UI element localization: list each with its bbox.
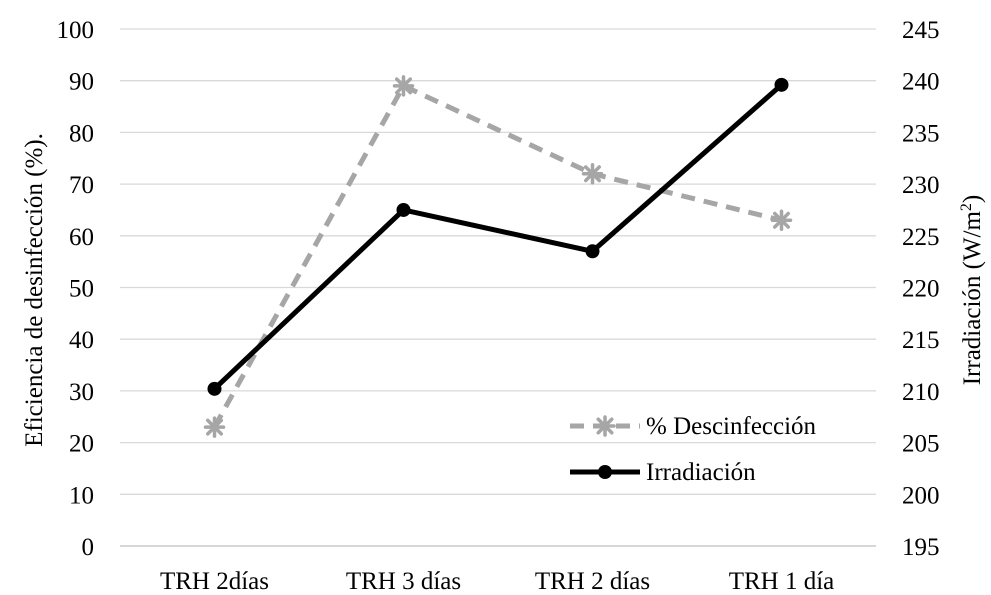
right-y-axis-ticks: 195 200 205 210 215 220 225 230 235 240 245 bbox=[902, 17, 940, 561]
right-tick-label: 245 bbox=[902, 17, 940, 44]
left-tick-label: 10 bbox=[69, 482, 94, 509]
series-line bbox=[212, 83, 783, 429]
x-tick-label: TRH 3 días bbox=[346, 568, 461, 595]
left-tick-label: 40 bbox=[69, 327, 94, 354]
legend-circle-marker bbox=[598, 465, 612, 479]
series-0 bbox=[203, 75, 793, 438]
x-tick-label: TRH 1 día bbox=[729, 568, 835, 595]
gridlines bbox=[120, 28, 876, 547]
right-tick-label: 200 bbox=[902, 482, 940, 509]
legend-item-irradiacion: Irradiación bbox=[570, 459, 756, 486]
left-y-axis-ticks: 0 10 20 30 40 50 60 70 80 90 100 bbox=[57, 17, 95, 561]
left-tick-label: 20 bbox=[69, 431, 94, 458]
right-tick-label: 210 bbox=[902, 379, 940, 406]
data-point bbox=[774, 77, 789, 92]
data-point bbox=[203, 416, 226, 438]
right-tick-label: 220 bbox=[902, 276, 940, 303]
left-tick-label: 0 bbox=[82, 534, 95, 561]
right-tick-label: 240 bbox=[902, 69, 940, 96]
data-point bbox=[581, 163, 604, 185]
right-tick-label: 230 bbox=[902, 172, 940, 199]
x-tick-label: TRH 2 días bbox=[535, 568, 650, 595]
legend: % Descinfección Irradiación bbox=[570, 413, 817, 486]
left-tick-label: 70 bbox=[69, 172, 94, 199]
left-tick-label: 100 bbox=[57, 17, 95, 44]
data-point bbox=[207, 381, 222, 396]
x-axis-ticks: TRH 2días TRH 3 días TRH 2 días TRH 1 día bbox=[160, 568, 834, 595]
data-point bbox=[396, 202, 411, 217]
right-axis-title: Irradiación (W/m2) bbox=[958, 195, 986, 386]
left-tick-label: 60 bbox=[69, 224, 94, 251]
x-tick-label: TRH 2días bbox=[160, 568, 269, 595]
series-layer bbox=[203, 75, 793, 438]
left-tick-label: 90 bbox=[69, 69, 94, 96]
series-line bbox=[212, 82, 784, 391]
legend-label-irradiacion: Irradiación bbox=[646, 459, 756, 486]
left-tick-label: 80 bbox=[69, 120, 94, 147]
right-tick-label: 225 bbox=[902, 224, 940, 251]
data-point bbox=[770, 209, 793, 232]
left-tick-label: 30 bbox=[69, 379, 94, 406]
right-tick-label: 215 bbox=[902, 327, 940, 354]
data-point bbox=[392, 75, 415, 97]
legend-asterisk bbox=[594, 415, 616, 437]
right-tick-label: 205 bbox=[902, 431, 940, 458]
left-tick-label: 50 bbox=[69, 276, 94, 303]
left-axis-title: Eficiencia de desinfección (%). bbox=[21, 133, 48, 447]
legend-asterisk-marker bbox=[594, 415, 616, 437]
data-point bbox=[585, 244, 600, 259]
right-tick-label: 235 bbox=[902, 120, 940, 147]
legend-item-desinfeccion: % Descinfección bbox=[570, 413, 817, 440]
right-tick-label: 195 bbox=[902, 534, 940, 561]
legend-label-desinfeccion: % Descinfección bbox=[646, 413, 817, 440]
series-1 bbox=[207, 77, 789, 396]
